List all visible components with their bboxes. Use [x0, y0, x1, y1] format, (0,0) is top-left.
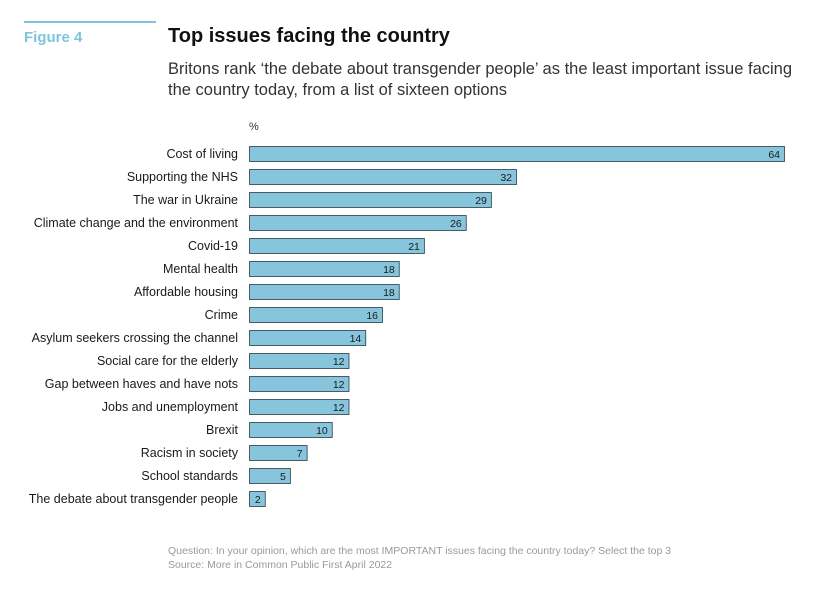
data-label: 7: [297, 448, 303, 460]
bar: [249, 284, 400, 300]
bar: [249, 491, 266, 507]
bar: [249, 445, 308, 461]
bar: [249, 422, 333, 438]
unit-label: %: [249, 121, 259, 133]
category-label: Cost of living: [166, 147, 238, 161]
category-label: Social care for the elderly: [97, 354, 239, 368]
category-label: Jobs and unemployment: [102, 400, 239, 414]
bar: [249, 330, 367, 346]
figure-rule: [24, 21, 156, 23]
bar-chart: Cost of living 64 Supporting the NHS 32 The …: [29, 146, 785, 507]
category-label: Mental health: [163, 262, 238, 276]
bar: [249, 399, 350, 415]
category-label: The debate about transgender people: [29, 492, 238, 506]
data-label: 18: [383, 287, 395, 299]
bar: [249, 238, 425, 254]
chart-subtitle: Britons rank ‘the debate about transgend…: [168, 60, 793, 99]
category-label: Supporting the NHS: [127, 170, 238, 184]
data-label: 10: [316, 425, 328, 437]
footnote-question: Question: In your opinion, which are the…: [168, 545, 672, 557]
data-label: 12: [333, 402, 345, 414]
chart-title: Top issues facing the country: [168, 25, 450, 47]
category-label: Crime: [205, 308, 238, 322]
bar: [249, 353, 350, 369]
category-label: Covid-19: [188, 239, 238, 253]
category-label: Gap between haves and have nots: [45, 377, 238, 391]
bar: [249, 169, 517, 185]
category-label: Brexit: [206, 423, 238, 437]
data-label: 26: [450, 218, 462, 230]
data-label: 32: [500, 172, 512, 184]
bar: [249, 468, 291, 484]
data-label: 16: [366, 310, 378, 322]
category-label: Asylum seekers crossing the channel: [32, 331, 238, 345]
data-label: 64: [768, 149, 780, 161]
data-label: 2: [255, 494, 261, 506]
data-label: 12: [333, 379, 345, 391]
bar: [249, 261, 400, 277]
category-label: Climate change and the environment: [34, 216, 239, 230]
data-label: 29: [475, 195, 487, 207]
data-label: 14: [350, 333, 362, 345]
bar: [249, 376, 350, 392]
category-label: School standards: [141, 469, 238, 483]
category-label: Affordable housing: [134, 285, 238, 299]
category-label: Racism in society: [141, 446, 239, 460]
data-label: 21: [408, 241, 420, 253]
data-label: 18: [383, 264, 395, 276]
footnote-source: Source: More in Common Public First Apri…: [168, 559, 393, 571]
bar: [249, 307, 383, 323]
category-label: The war in Ukraine: [133, 193, 238, 207]
figure-label: Figure 4: [24, 29, 83, 46]
data-label: 5: [280, 471, 286, 483]
bar: [249, 192, 492, 208]
bar: [249, 146, 785, 162]
data-label: 12: [333, 356, 345, 368]
bar: [249, 215, 467, 231]
